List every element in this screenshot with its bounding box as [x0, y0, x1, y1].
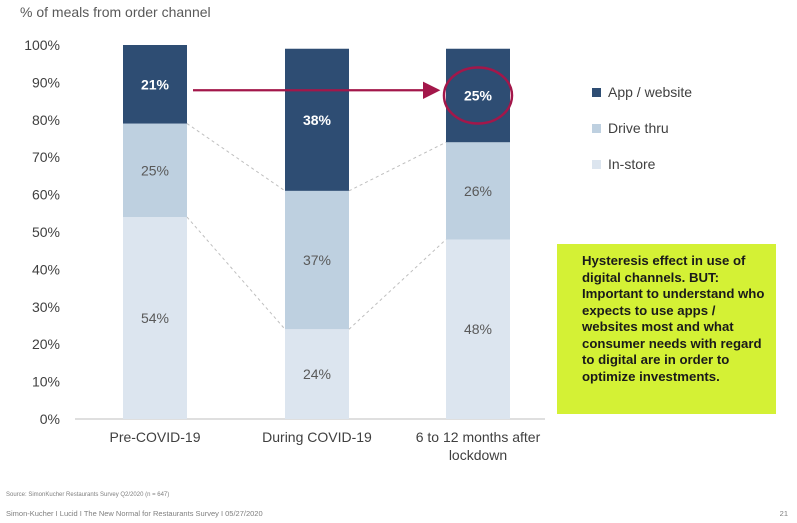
bar-segment-in-store	[446, 239, 510, 419]
bar-segment-drive-thru	[123, 123, 187, 218]
y-tick-label: 90%	[32, 74, 60, 90]
footer-text: Simon-Kucher I Lucid I The New Normal fo…	[6, 509, 263, 518]
data-label: 37%	[303, 252, 331, 268]
bar-segment-app-website	[285, 48, 349, 191]
data-label: 38%	[303, 112, 332, 128]
source-note: Source: SimonKucher Restaurants Survey Q…	[6, 492, 170, 498]
data-label: 54%	[141, 310, 169, 326]
y-tick-label: 80%	[32, 112, 60, 128]
data-label: 48%	[464, 321, 492, 337]
data-label: 26%	[464, 183, 492, 199]
connector-line	[186, 123, 286, 192]
legend-swatch	[592, 124, 601, 133]
data-label: 21%	[141, 76, 170, 92]
x-tick-label: During COVID-19	[262, 429, 372, 445]
bar-segment-in-store	[123, 217, 187, 419]
y-tick-label: 0%	[40, 411, 60, 427]
y-tick-label: 40%	[32, 261, 60, 277]
data-label: 24%	[303, 366, 331, 382]
x-tick-label: lockdown	[449, 447, 507, 463]
highlight-ellipse	[442, 66, 514, 125]
legend-swatch	[592, 88, 601, 97]
legend-label: App / website	[608, 84, 692, 100]
data-label: 25%	[141, 162, 169, 178]
x-tick-label: 6 to 12 months after	[416, 429, 541, 445]
y-tick-label: 10%	[32, 374, 60, 390]
bar-segment-app-website	[123, 45, 187, 124]
y-tick-label: 30%	[32, 299, 60, 315]
bar-segment-drive-thru	[446, 142, 510, 240]
bar-segment-drive-thru	[285, 190, 349, 330]
y-tick-label: 60%	[32, 187, 60, 203]
page-number: 21	[779, 509, 788, 518]
y-axis-title: % of meals from order channel	[20, 4, 211, 20]
connector-line	[348, 239, 447, 330]
bar-segment-in-store	[285, 329, 349, 419]
y-tick-label: 20%	[32, 336, 60, 352]
data-label: 25%	[464, 87, 493, 103]
legend-label: In-store	[608, 156, 656, 172]
stacked-bar-chart: 0% 10% 20% 30% 40% 50% 60% 70% 80% 90% 100% 54% 25% 2…	[24, 37, 692, 463]
connector-line	[348, 141, 447, 192]
connector-line	[186, 216, 286, 330]
bar-segment-app-website	[446, 48, 510, 143]
y-tick-label: 70%	[32, 149, 60, 165]
callout-box: Hysteresis effect in use of digital chan…	[557, 244, 776, 414]
x-tick-label: Pre-COVID-19	[109, 429, 200, 445]
legend-swatch	[592, 160, 601, 169]
callout-text: Hysteresis effect in use of digital chan…	[582, 253, 765, 384]
legend-label: Drive thru	[608, 120, 669, 136]
y-tick-label: 100%	[24, 37, 60, 53]
y-tick-label: 50%	[32, 224, 60, 240]
